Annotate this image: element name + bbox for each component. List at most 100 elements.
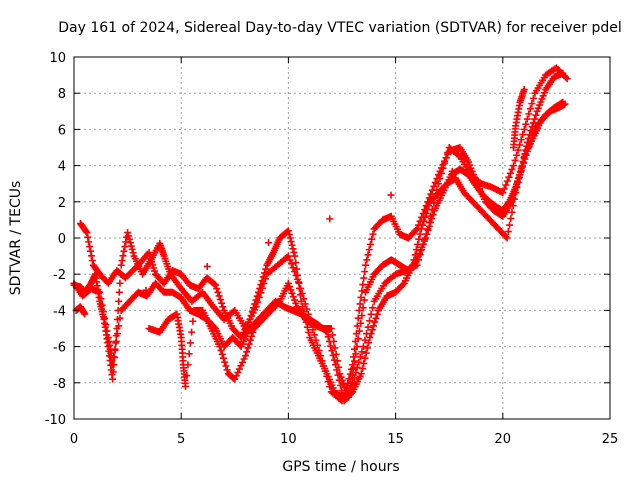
data-point [513,151,521,159]
data-point [340,380,348,388]
data-point [127,242,135,250]
data-point [109,361,117,369]
data-point [519,158,527,166]
data-point [128,245,136,253]
data-point [368,326,376,334]
data-point [97,295,105,303]
data-point [86,243,94,251]
data-point [294,271,302,279]
data-point [355,358,363,366]
data-point [85,238,93,246]
data-point [142,286,150,294]
data-point [504,228,512,236]
y-tick-labels: -10 -8 -6 -4 -2 0 2 4 6 8 10 [45,51,66,428]
data-point [188,328,196,336]
data-point [427,218,435,226]
data-point [448,167,456,175]
data-point [422,234,430,242]
data-point [529,119,537,127]
data-point [327,342,335,350]
data-point [528,123,536,131]
data-point [126,239,134,247]
data-point [246,336,254,344]
data-point [370,322,378,330]
data-point [361,336,369,344]
data-point [329,331,337,339]
y-tick-label: -10 [45,413,66,428]
data-point [355,306,363,314]
y-tick-label: 0 [58,232,66,247]
data-point [502,181,510,189]
data-point [505,173,513,181]
data-point [399,281,407,289]
data-point [289,264,297,272]
data-point [359,365,367,373]
data-point [212,281,220,289]
data-point [441,157,449,165]
data-point [368,235,376,243]
data-point [252,296,260,304]
data-point [372,314,380,322]
series-track-b [76,98,567,401]
data-point [354,314,362,322]
data-point [335,363,343,371]
x-tick-label: 20 [495,432,512,447]
data-point [529,94,537,102]
data-point [121,243,129,251]
data-point [256,284,264,292]
data-point [231,375,239,383]
data-point [444,150,452,158]
data-point [257,281,265,289]
data-point [223,366,231,374]
data-point [296,291,304,299]
data-point [503,234,511,242]
data-point [217,346,225,354]
data-point [425,222,433,230]
data-point [430,182,438,190]
x-tick-label: 25 [602,432,619,447]
data-point [297,297,305,305]
data-point [246,315,254,323]
data-point [83,229,91,237]
data-point [215,292,223,300]
data-point [522,120,530,128]
data-point [357,319,365,327]
data-point [112,337,120,345]
data-point [520,125,528,133]
y-tick-label: 6 [58,123,66,138]
data-point [264,239,272,247]
data-point [365,339,373,347]
y-tick-label: 4 [58,160,66,175]
data-point [99,308,107,316]
axis-ticks [73,56,611,420]
data-point [109,375,117,383]
data-point [186,339,194,347]
data-point [185,350,193,358]
data-point [508,165,516,173]
data-point [363,256,371,264]
data-point [262,265,270,273]
data-point [359,304,367,312]
data-point [358,312,366,320]
data-point [416,230,424,238]
data-point [525,110,533,118]
y-tick-label: -8 [53,377,66,392]
data-point [290,248,298,256]
data-point [364,323,372,331]
data-point [110,353,118,361]
data-point [369,304,377,312]
data-point [287,286,295,294]
data-point [216,296,224,304]
data-point [245,340,253,348]
series-track-d [145,69,567,401]
data-point [362,261,370,269]
data-point [366,317,374,325]
data-point [358,348,366,356]
data-point [102,321,110,329]
data-point [117,261,125,269]
x-tick-labels: 0 5 10 15 20 25 [70,432,618,447]
data-point [424,226,432,234]
data-point [305,328,313,336]
data-point [259,273,267,281]
data-point [81,310,89,318]
